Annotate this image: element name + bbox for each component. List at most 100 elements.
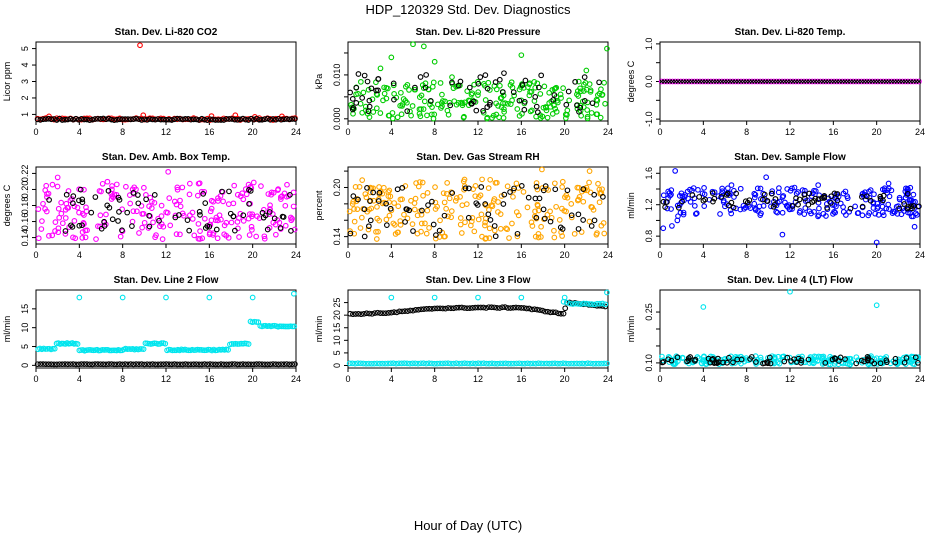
- data-point: [52, 228, 58, 234]
- data-point: [391, 91, 397, 97]
- data-point: [575, 211, 582, 218]
- data-point: [805, 201, 812, 208]
- data-point: [550, 309, 556, 316]
- data-point: [674, 354, 681, 361]
- data-point: [189, 209, 196, 216]
- data-point: [357, 225, 364, 231]
- data-point: [457, 221, 464, 228]
- data-point: [497, 360, 504, 367]
- x-tick-label: 20: [872, 127, 882, 137]
- data-point: [899, 359, 905, 365]
- x-tick-label: 4: [389, 127, 394, 137]
- data-point: [486, 235, 493, 241]
- data-point: [761, 191, 768, 198]
- data-point: [362, 191, 369, 197]
- data-point: [374, 215, 381, 222]
- data-point: [583, 67, 590, 74]
- data-point: [674, 217, 681, 224]
- data-point: [760, 360, 766, 367]
- data-point: [738, 356, 745, 363]
- data-point: [279, 213, 286, 220]
- x-tick-label: 24: [915, 127, 925, 137]
- data-point: [76, 294, 83, 301]
- x-tick-label: 12: [785, 250, 795, 260]
- data-point: [883, 205, 890, 212]
- data-point: [691, 202, 698, 209]
- data-point: [598, 86, 604, 93]
- data-point: [587, 360, 594, 367]
- data-point: [495, 199, 501, 205]
- data-point: [431, 58, 438, 65]
- data-point: [106, 347, 113, 354]
- data-point: [190, 361, 197, 368]
- data-point: [81, 212, 87, 218]
- data-point: [776, 360, 783, 367]
- data-point: [372, 310, 378, 316]
- data-point: [564, 194, 571, 201]
- data-point: [69, 224, 76, 230]
- data-point: [815, 196, 822, 202]
- data-point: [171, 347, 178, 354]
- data-point: [753, 361, 759, 367]
- data-point: [267, 202, 273, 209]
- data-point: [514, 106, 521, 112]
- data-point: [445, 360, 452, 367]
- x-tick-label: 20: [872, 250, 882, 260]
- data-point: [551, 92, 558, 98]
- data-point: [911, 223, 918, 230]
- data-point: [71, 217, 78, 224]
- data-point: [231, 116, 238, 123]
- data-point: [131, 184, 138, 191]
- data-point: [475, 216, 482, 223]
- data-point: [167, 222, 174, 229]
- data-point: [581, 74, 588, 80]
- data-point: [572, 78, 578, 85]
- data-point: [277, 225, 284, 231]
- data-point: [213, 214, 220, 221]
- data-point: [264, 361, 271, 368]
- data-point: [119, 227, 125, 234]
- data-point: [171, 198, 178, 205]
- data-point: [493, 179, 500, 186]
- y-tick-label: 5: [20, 46, 30, 51]
- data-point: [532, 195, 539, 202]
- y-axis-label: degrees C: [2, 184, 12, 226]
- data-point: [182, 361, 189, 367]
- data-point: [547, 103, 554, 110]
- data-point: [386, 212, 393, 219]
- data-point: [371, 360, 378, 367]
- data-point: [256, 116, 263, 123]
- data-point: [438, 100, 445, 106]
- data-point: [448, 305, 454, 312]
- data-point: [498, 94, 505, 101]
- data-point: [385, 193, 392, 199]
- data-point: [549, 360, 556, 367]
- data-point: [245, 117, 252, 123]
- data-point: [586, 179, 592, 186]
- data-point: [542, 308, 548, 315]
- data-point: [136, 230, 142, 236]
- data-point: [577, 104, 584, 111]
- data-point: [534, 201, 541, 208]
- data-point: [669, 223, 675, 229]
- data-point: [507, 305, 514, 311]
- x-tick-label: 8: [120, 250, 125, 260]
- data-point: [273, 231, 279, 238]
- data-point: [220, 117, 227, 123]
- x-tick-label: 16: [204, 374, 214, 384]
- data-point: [163, 294, 169, 301]
- data-point: [422, 220, 428, 227]
- y-tick-label: 15: [20, 304, 30, 314]
- data-point: [712, 359, 718, 366]
- data-point: [359, 95, 366, 101]
- data-point: [475, 304, 481, 311]
- data-point: [347, 228, 353, 234]
- data-point: [106, 204, 113, 211]
- data-point: [370, 109, 377, 115]
- data-point: [174, 186, 181, 193]
- data-point: [412, 307, 419, 313]
- data-point: [491, 304, 498, 311]
- data-point: [420, 43, 427, 50]
- data-point: [600, 194, 606, 200]
- data-point: [358, 78, 364, 85]
